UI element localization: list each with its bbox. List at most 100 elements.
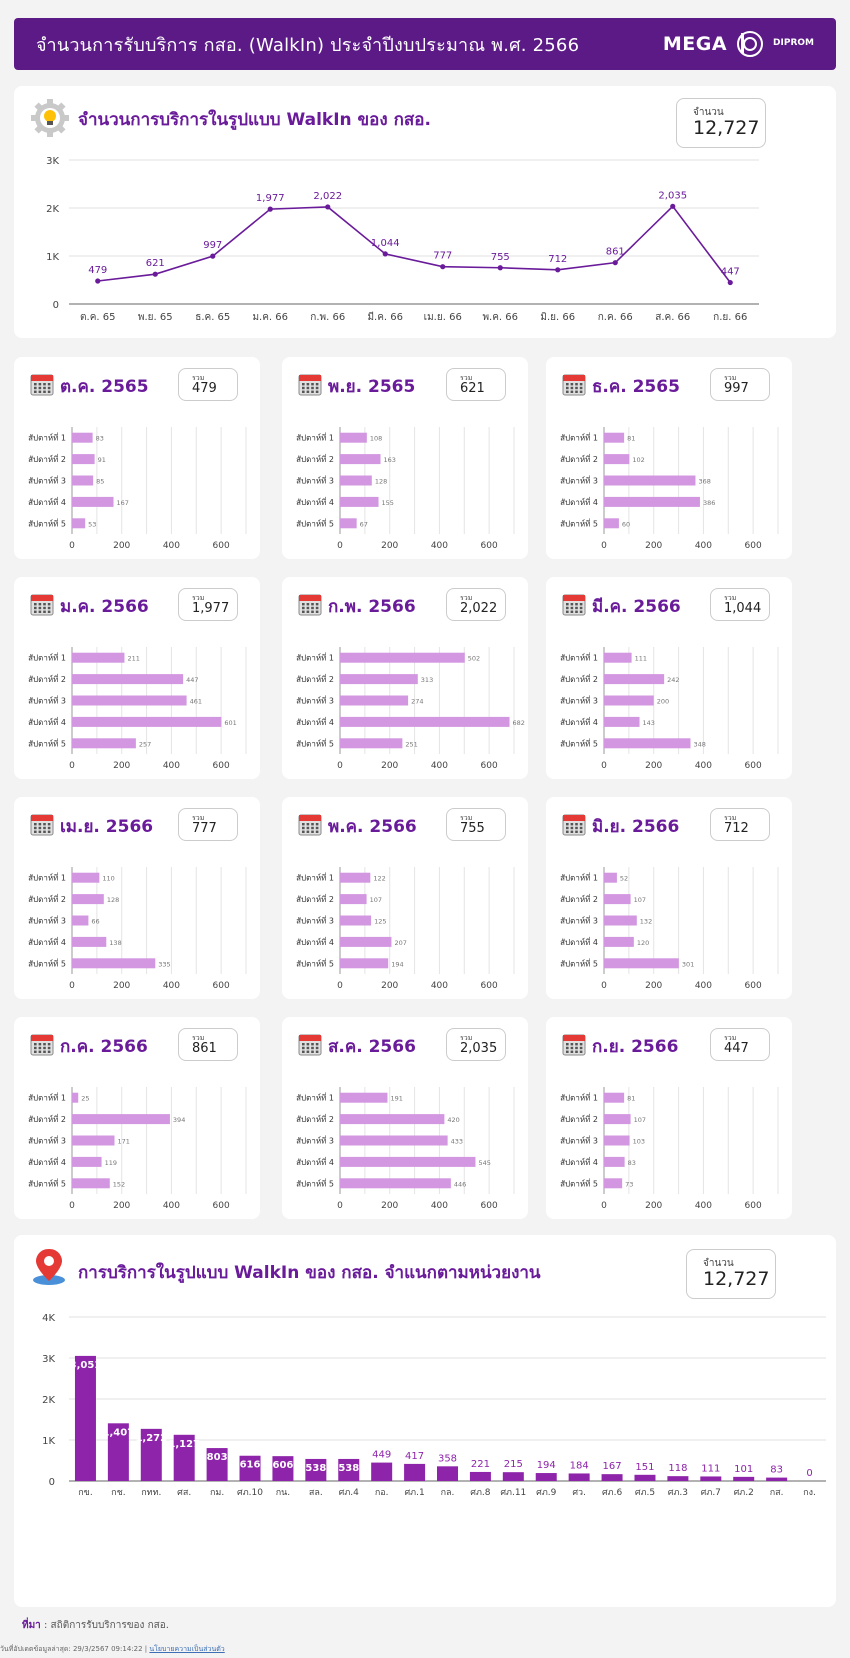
week-label: สัปดาห์ที่ 2 (296, 453, 334, 464)
update-stamp: วันที่อัปเดตข้อมูลล่าสุด: 29/3/2567 09:1… (0, 1645, 225, 1653)
calendar-cell (315, 386, 319, 390)
week-bar (604, 958, 679, 969)
data-label: 621 (146, 258, 165, 269)
week-bar (604, 1178, 623, 1189)
x-tick-label: 600 (213, 1201, 230, 1211)
week-bar (340, 432, 367, 443)
x-tick-label: 200 (645, 761, 662, 771)
calendar-cell (302, 383, 305, 386)
week-value-label: 211 (127, 655, 139, 663)
week-value-label: 108 (370, 435, 382, 443)
calendar-top (299, 815, 321, 821)
privacy-link[interactable]: นโยบายความเป็นส่วนตัว (149, 1645, 225, 1653)
unit-value-label: 616 (240, 1460, 261, 1471)
calendar-cell (306, 606, 310, 610)
x-tick-label: ธ.ค. 65 (195, 312, 230, 323)
calendar-cell (38, 823, 42, 826)
x-tick-label: 200 (381, 541, 398, 551)
x-tick-label: 600 (213, 981, 230, 991)
x-tick-label: กช. (111, 1488, 125, 1498)
month-total-value: 861 (192, 1041, 217, 1056)
unit-value-label: 221 (471, 1459, 490, 1470)
calendar-cell (47, 386, 51, 390)
week-label: สัปดาห์ที่ 4 (296, 936, 334, 947)
calendar-cell (315, 826, 319, 830)
week-bar (604, 496, 700, 507)
week-label: สัปดาห์ที่ 4 (28, 716, 66, 727)
month-total-label: รวม (724, 1034, 737, 1042)
calendar-cell (306, 830, 310, 833)
calendar-cell (38, 603, 42, 606)
calendar-cell (43, 1043, 46, 1046)
weekly-bar-chart: 0 200 400 600 สัปดาห์ที่ 1 25 สัปดาห์ที่ 2 394 ส… (28, 1087, 247, 1211)
week-bar (604, 695, 654, 706)
week-value-label: 52 (620, 875, 628, 883)
week-bar (72, 936, 107, 947)
calendar-cell (306, 383, 310, 386)
unit-bar (535, 1473, 557, 1481)
calendar-cell (43, 603, 46, 606)
month-title: ต.ค. 2565 (60, 377, 149, 397)
week-label: สัปดาห์ที่ 3 (296, 1135, 334, 1146)
calendar-cell (566, 1050, 569, 1053)
month-total-box: รวม 2,035 (446, 1028, 506, 1061)
x-tick-label: 0 (337, 761, 343, 771)
unit-bar (766, 1477, 788, 1481)
calendar-cell (38, 1050, 42, 1053)
week-value-label: 81 (627, 435, 635, 443)
x-tick-label: ศภ.4 (339, 1488, 360, 1498)
x-tick-label: 600 (481, 761, 498, 771)
calendar-cell (579, 823, 583, 826)
calendar-cell (306, 1043, 310, 1046)
weekly-bar-chart: 0 200 400 600 สัปดาห์ที่ 1 110 สัปดาห์ที่ 2 128… (28, 867, 247, 991)
unit-value-label: 101 (734, 1464, 753, 1475)
data-label: 2,022 (313, 191, 342, 202)
calendar-cell (575, 606, 578, 610)
month-total-box: รวม 997 (710, 368, 770, 401)
y-tick-label: 2K (46, 204, 59, 215)
unit-bar (239, 1455, 261, 1481)
calendar-cell (311, 1046, 314, 1050)
data-point (440, 264, 446, 270)
month-total-value: 997 (724, 381, 749, 396)
calendar-top (31, 375, 53, 381)
calendar-cell (570, 1050, 574, 1053)
calendar-top (563, 595, 585, 601)
week-bar (72, 1178, 110, 1189)
month-total-label: รวม (192, 1034, 205, 1042)
calendar-cell (566, 603, 569, 606)
calendar-cell (315, 383, 319, 386)
data-label: 755 (491, 252, 510, 263)
calendar-cell (579, 830, 583, 833)
week-bar (604, 475, 696, 486)
week-bar (340, 674, 418, 685)
x-tick-label: ศภ.11 (500, 1488, 526, 1498)
week-bar (72, 1156, 102, 1167)
unit-value-label: 1,127 (168, 1439, 200, 1450)
week-value-label: 313 (421, 676, 433, 684)
week-label: สัปดาห์ที่ 5 (296, 957, 334, 968)
week-value-label: 155 (382, 499, 394, 507)
weekly-bar-chart: 0 200 400 600 สัปดาห์ที่ 1 108 สัปดาห์ที่ 2 163… (296, 427, 515, 551)
week-label: สัปดาห์ที่ 1 (560, 1092, 598, 1103)
week-value-label: 83 (628, 1159, 636, 1167)
x-tick-label: 400 (695, 541, 712, 551)
month-title: มิ.ย. 2566 (592, 817, 680, 837)
weekly-bar-chart: 0 200 400 600 สัปดาห์ที่ 1 81 สัปดาห์ที่ 2 107 ส… (560, 1087, 779, 1211)
week-label: สัปดาห์ที่ 1 (296, 1092, 334, 1103)
x-tick-label: 400 (163, 1201, 180, 1211)
week-label: สัปดาห์ที่ 5 (296, 1177, 334, 1188)
calendar-top (299, 595, 321, 601)
month-title: ก.ค. 2566 (60, 1037, 148, 1057)
calendar-cell (315, 390, 319, 393)
week-label: สัปดาห์ที่ 1 (28, 432, 66, 443)
calendar-cell (579, 1043, 583, 1046)
calendar-cell (315, 610, 319, 613)
week-value-label: 60 (622, 520, 630, 528)
unit-value-label: 184 (570, 1460, 589, 1471)
unit-value-label: 417 (405, 1451, 424, 1462)
x-tick-label: 200 (645, 981, 662, 991)
week-value-label: 200 (657, 698, 669, 706)
month-total-box: รวม 777 (178, 808, 238, 841)
x-tick-label: กข. (78, 1488, 92, 1498)
